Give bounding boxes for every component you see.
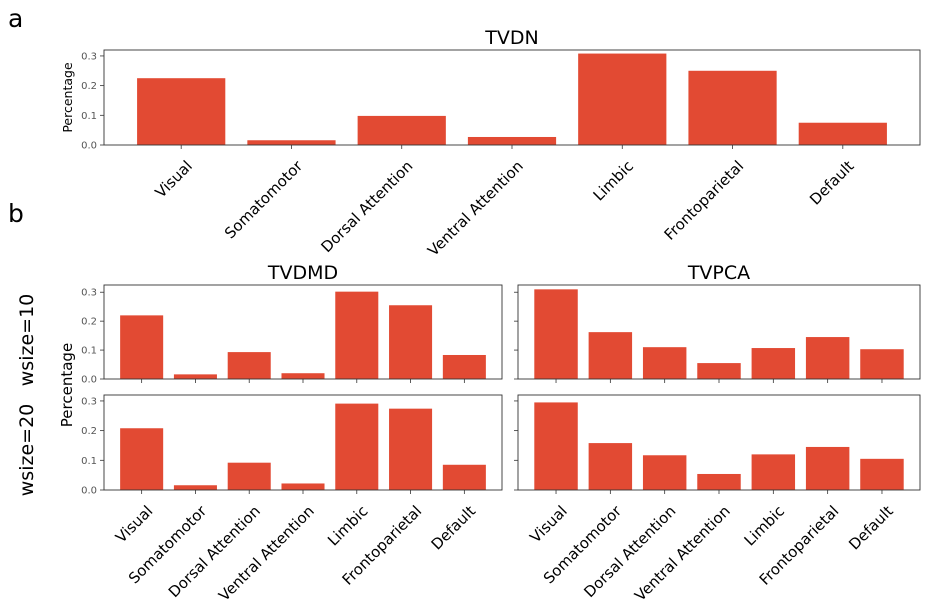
bar-dorsal-attention xyxy=(227,352,271,379)
x-tick-label-ventral-attention: Ventral Attention xyxy=(215,502,318,605)
bar-ventral-attention xyxy=(697,363,741,379)
y-tick-label: 0.1 xyxy=(81,456,97,467)
plot-frame xyxy=(103,394,503,491)
section-a-label: a xyxy=(8,4,23,33)
x-tick-label-visual: Visual xyxy=(152,157,196,201)
bar-somatomotor xyxy=(173,374,217,379)
bar-default xyxy=(442,354,486,379)
bar-dorsal-attention xyxy=(642,347,687,379)
x-tick-label-default: Default xyxy=(428,502,480,554)
bar-ventral-attention xyxy=(281,483,325,490)
bar-dorsal-attention xyxy=(357,115,446,145)
y-tick-label: 0.1 xyxy=(81,346,97,357)
bar-ventral-attention xyxy=(697,473,741,490)
bar-ventral-attention xyxy=(281,373,325,379)
bar-visual xyxy=(534,289,578,379)
bar-visual xyxy=(137,78,226,145)
y-tick-label: 0.3 xyxy=(81,288,97,299)
bar-somatomotor xyxy=(588,332,633,379)
x-tick-label-dorsal-attention: Dorsal Attention xyxy=(165,502,264,601)
y-tick-label: 0.0 xyxy=(81,141,97,152)
bar-frontoparietal xyxy=(688,70,777,145)
x-tick-label-ventral-attention: Ventral Attention xyxy=(424,157,527,260)
bar-frontoparietal xyxy=(389,305,433,379)
bar-default xyxy=(798,122,887,145)
bar-somatomotor xyxy=(173,485,217,490)
bar-limbic xyxy=(751,348,796,379)
x-tick-label-visual: Visual xyxy=(526,502,570,546)
bar-default xyxy=(860,458,904,490)
x-tick-label-limbic: Limbic xyxy=(741,502,788,549)
bar-ventral-attention xyxy=(467,136,557,145)
panel-title: TVPCA xyxy=(687,262,750,284)
bar-limbic xyxy=(578,53,667,146)
tvdn-bar-chart: 0.0 0.1 0.2 0.3 Visual Somatomotor Dorsal Atte… xyxy=(60,27,921,260)
bar-somatomotor xyxy=(588,443,633,490)
x-tick-label-default: Default xyxy=(845,502,897,554)
y-tick-label: 0.1 xyxy=(81,111,97,122)
y-axis-label: Percentage xyxy=(60,62,75,133)
x-tick-label-somatomotor: Somatomotor xyxy=(221,156,307,242)
y-tick-label: 0.3 xyxy=(81,396,97,407)
x-tick-label-default: Default xyxy=(806,157,858,209)
y-tick-label: 0.2 xyxy=(81,81,97,92)
section-b-label: b xyxy=(8,199,24,228)
bar-dorsal-attention xyxy=(642,455,687,490)
tvpca-wsize10-bar-chart: TVPCA xyxy=(514,262,921,383)
bar-default xyxy=(442,464,486,490)
plot-frame xyxy=(103,49,921,146)
x-tick-label-dorsal-attention: Dorsal Attention xyxy=(580,502,679,601)
y-tick-label: 0.0 xyxy=(81,486,97,497)
tvdmd-wsize10-bar-chart: 0.0 0.1 0.2 0.3 TVDMD xyxy=(81,262,503,386)
bar-frontoparietal xyxy=(805,446,850,490)
x-tick-label-frontoparietal: Frontoparietal xyxy=(661,157,748,244)
bar-visual xyxy=(120,315,164,379)
row-label-wsize20: wsize=20 xyxy=(16,404,38,496)
bar-limbic xyxy=(335,403,379,490)
y-tick-label: 0.2 xyxy=(81,426,97,437)
x-tick-label-visual: Visual xyxy=(112,502,156,546)
shared-y-axis-label: Percentage xyxy=(58,343,76,427)
y-tick-label: 0.2 xyxy=(81,317,97,328)
bar-frontoparietal xyxy=(805,337,850,379)
y-tick-label: 0.0 xyxy=(81,375,97,386)
y-tick-label: 0.3 xyxy=(81,51,97,62)
bar-limbic xyxy=(335,291,379,379)
panel-title: TVDN xyxy=(484,27,538,49)
bar-visual xyxy=(120,428,164,490)
bar-limbic xyxy=(751,454,796,491)
x-tick-label-limbic: Limbic xyxy=(590,157,637,204)
bar-visual xyxy=(534,402,578,490)
x-tick-label-limbic: Limbic xyxy=(324,502,371,549)
x-tick-label-dorsal-attention: Dorsal Attention xyxy=(317,157,416,256)
x-tick-label-ventral-attention: Ventral Attention xyxy=(631,502,734,605)
bar-default xyxy=(860,349,904,379)
row-label-wsize10: wsize=10 xyxy=(16,294,38,386)
bar-dorsal-attention xyxy=(227,462,271,490)
plot-frame xyxy=(103,284,503,380)
bar-somatomotor xyxy=(247,140,336,145)
bar-frontoparietal xyxy=(389,408,433,490)
panel-title: TVDMD xyxy=(267,262,338,284)
